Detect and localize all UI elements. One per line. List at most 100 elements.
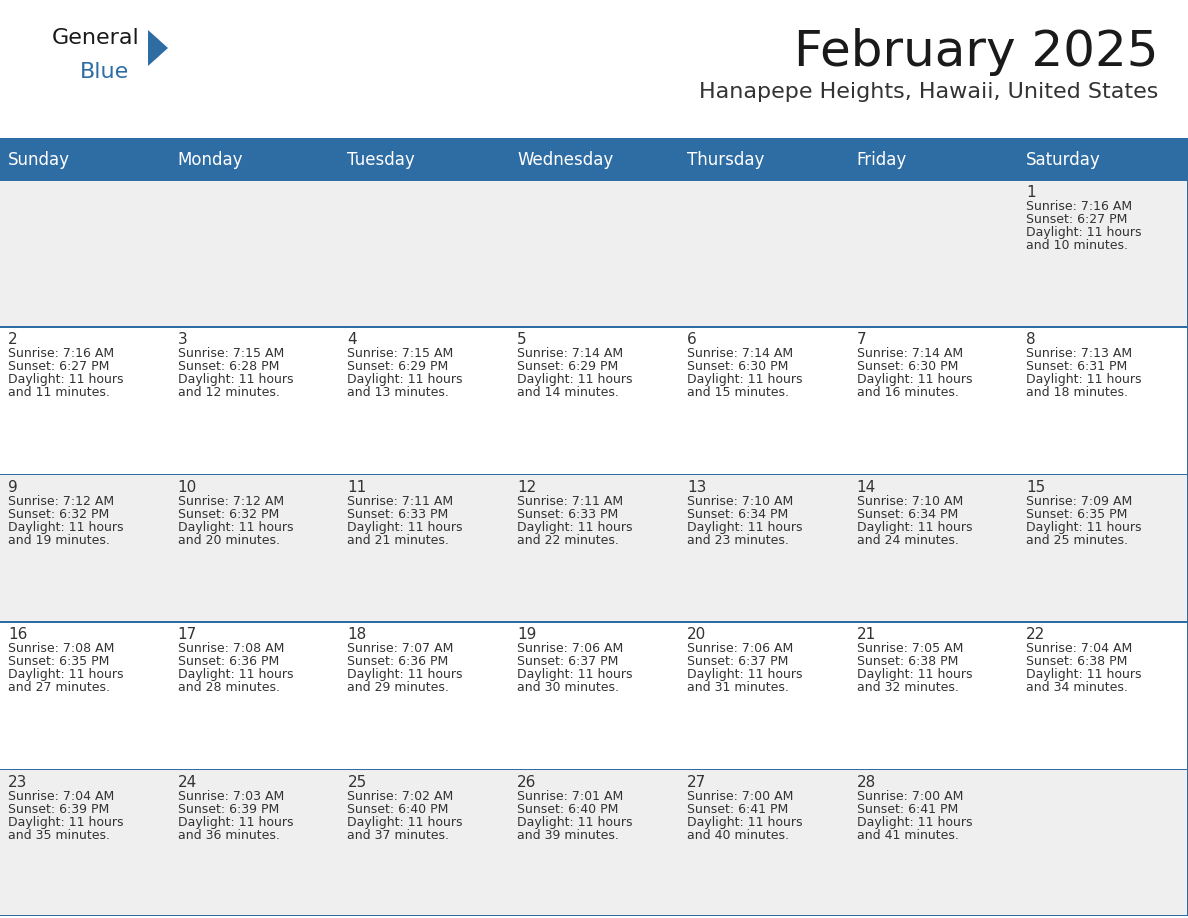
Text: Daylight: 11 hours: Daylight: 11 hours	[1026, 668, 1142, 681]
Bar	[0, 621, 1188, 622]
Text: Sunrise: 7:08 AM: Sunrise: 7:08 AM	[178, 643, 284, 655]
Bar	[0, 768, 1188, 770]
Text: Sunset: 6:40 PM: Sunset: 6:40 PM	[517, 802, 619, 815]
Text: Sunrise: 7:14 AM: Sunrise: 7:14 AM	[517, 347, 624, 361]
Text: and 27 minutes.: and 27 minutes.	[8, 681, 110, 694]
Text: Daylight: 11 hours: Daylight: 11 hours	[687, 668, 802, 681]
Text: and 36 minutes.: and 36 minutes.	[178, 829, 279, 842]
Text: and 18 minutes.: and 18 minutes.	[1026, 386, 1129, 399]
Text: Sunrise: 7:06 AM: Sunrise: 7:06 AM	[517, 643, 624, 655]
Text: Sunset: 6:41 PM: Sunset: 6:41 PM	[857, 802, 958, 815]
Bar	[0, 768, 1188, 916]
Text: Sunset: 6:40 PM: Sunset: 6:40 PM	[347, 802, 449, 815]
Text: and 22 minutes.: and 22 minutes.	[517, 533, 619, 547]
Text: Sunrise: 7:15 AM: Sunrise: 7:15 AM	[347, 347, 454, 361]
Text: Sunrise: 7:11 AM: Sunrise: 7:11 AM	[347, 495, 454, 508]
Text: and 13 minutes.: and 13 minutes.	[347, 386, 449, 399]
Text: Saturday: Saturday	[1026, 151, 1101, 169]
Text: Sunday: Sunday	[8, 151, 70, 169]
Text: 7: 7	[857, 332, 866, 347]
Text: Daylight: 11 hours: Daylight: 11 hours	[178, 668, 293, 681]
Text: 11: 11	[347, 480, 367, 495]
Text: 20: 20	[687, 627, 706, 643]
Text: and 25 minutes.: and 25 minutes.	[1026, 533, 1129, 547]
Text: Sunset: 6:28 PM: Sunset: 6:28 PM	[178, 361, 279, 374]
Text: Sunset: 6:27 PM: Sunset: 6:27 PM	[1026, 213, 1127, 226]
Text: Sunset: 6:35 PM: Sunset: 6:35 PM	[8, 655, 109, 668]
Text: Sunset: 6:34 PM: Sunset: 6:34 PM	[857, 508, 958, 521]
Text: Daylight: 11 hours: Daylight: 11 hours	[687, 815, 802, 829]
Polygon shape	[148, 30, 168, 66]
Text: Daylight: 11 hours: Daylight: 11 hours	[8, 374, 124, 386]
Text: Daylight: 11 hours: Daylight: 11 hours	[857, 668, 972, 681]
Text: Daylight: 11 hours: Daylight: 11 hours	[8, 815, 124, 829]
Text: Sunrise: 7:10 AM: Sunrise: 7:10 AM	[857, 495, 962, 508]
Text: and 14 minutes.: and 14 minutes.	[517, 386, 619, 399]
Text: Daylight: 11 hours: Daylight: 11 hours	[1026, 226, 1142, 239]
Text: Sunset: 6:31 PM: Sunset: 6:31 PM	[1026, 361, 1127, 374]
Text: Sunset: 6:41 PM: Sunset: 6:41 PM	[687, 802, 788, 815]
Text: 28: 28	[857, 775, 876, 789]
Text: Sunrise: 7:07 AM: Sunrise: 7:07 AM	[347, 643, 454, 655]
Text: and 41 minutes.: and 41 minutes.	[857, 829, 959, 842]
Text: Daylight: 11 hours: Daylight: 11 hours	[178, 521, 293, 533]
Text: 1: 1	[1026, 185, 1036, 200]
Text: Tuesday: Tuesday	[347, 151, 415, 169]
Text: Sunrise: 7:00 AM: Sunrise: 7:00 AM	[687, 789, 794, 802]
Text: Sunset: 6:37 PM: Sunset: 6:37 PM	[687, 655, 788, 668]
Text: Sunset: 6:35 PM: Sunset: 6:35 PM	[1026, 508, 1127, 521]
Text: Sunset: 6:33 PM: Sunset: 6:33 PM	[517, 508, 619, 521]
Bar	[0, 327, 1188, 328]
Bar	[0, 914, 1188, 916]
Text: Sunset: 6:29 PM: Sunset: 6:29 PM	[347, 361, 449, 374]
Text: and 39 minutes.: and 39 minutes.	[517, 829, 619, 842]
Text: 14: 14	[857, 480, 876, 495]
Text: Sunrise: 7:03 AM: Sunrise: 7:03 AM	[178, 789, 284, 802]
Text: and 20 minutes.: and 20 minutes.	[178, 533, 279, 547]
Text: Sunset: 6:39 PM: Sunset: 6:39 PM	[8, 802, 109, 815]
Text: Daylight: 11 hours: Daylight: 11 hours	[857, 521, 972, 533]
Text: 3: 3	[178, 332, 188, 347]
Bar	[0, 179, 1188, 181]
Text: Sunset: 6:30 PM: Sunset: 6:30 PM	[857, 361, 958, 374]
Text: 26: 26	[517, 775, 537, 789]
Text: and 11 minutes.: and 11 minutes.	[8, 386, 109, 399]
Text: Daylight: 11 hours: Daylight: 11 hours	[347, 668, 463, 681]
Text: Daylight: 11 hours: Daylight: 11 hours	[347, 374, 463, 386]
Text: 19: 19	[517, 627, 537, 643]
Bar	[0, 141, 1188, 179]
Text: 16: 16	[8, 627, 27, 643]
Text: 27: 27	[687, 775, 706, 789]
Text: Sunrise: 7:02 AM: Sunrise: 7:02 AM	[347, 789, 454, 802]
Text: 12: 12	[517, 480, 537, 495]
Text: Sunrise: 7:13 AM: Sunrise: 7:13 AM	[1026, 347, 1132, 361]
Text: February 2025: February 2025	[794, 28, 1158, 76]
Text: Daylight: 11 hours: Daylight: 11 hours	[347, 815, 463, 829]
Text: Daylight: 11 hours: Daylight: 11 hours	[1026, 374, 1142, 386]
Text: Sunset: 6:30 PM: Sunset: 6:30 PM	[687, 361, 788, 374]
Bar	[0, 621, 1188, 768]
Text: 6: 6	[687, 332, 696, 347]
Text: Monday: Monday	[178, 151, 244, 169]
Bar	[0, 327, 1188, 474]
Text: Daylight: 11 hours: Daylight: 11 hours	[178, 815, 293, 829]
Text: and 31 minutes.: and 31 minutes.	[687, 681, 789, 694]
Text: 23: 23	[8, 775, 27, 789]
Text: and 40 minutes.: and 40 minutes.	[687, 829, 789, 842]
Bar	[0, 179, 1188, 327]
Text: and 10 minutes.: and 10 minutes.	[1026, 239, 1129, 252]
Bar	[0, 138, 1188, 141]
Text: Sunrise: 7:05 AM: Sunrise: 7:05 AM	[857, 643, 963, 655]
Text: Sunset: 6:27 PM: Sunset: 6:27 PM	[8, 361, 109, 374]
Text: 8: 8	[1026, 332, 1036, 347]
Text: Sunset: 6:36 PM: Sunset: 6:36 PM	[347, 655, 449, 668]
Text: Friday: Friday	[857, 151, 906, 169]
Text: Daylight: 11 hours: Daylight: 11 hours	[347, 521, 463, 533]
Text: Sunrise: 7:14 AM: Sunrise: 7:14 AM	[687, 347, 792, 361]
Text: Sunrise: 7:16 AM: Sunrise: 7:16 AM	[8, 347, 114, 361]
Text: Sunrise: 7:04 AM: Sunrise: 7:04 AM	[8, 789, 114, 802]
Text: 9: 9	[8, 480, 18, 495]
Text: Sunrise: 7:15 AM: Sunrise: 7:15 AM	[178, 347, 284, 361]
Text: and 37 minutes.: and 37 minutes.	[347, 829, 449, 842]
Text: 13: 13	[687, 480, 706, 495]
